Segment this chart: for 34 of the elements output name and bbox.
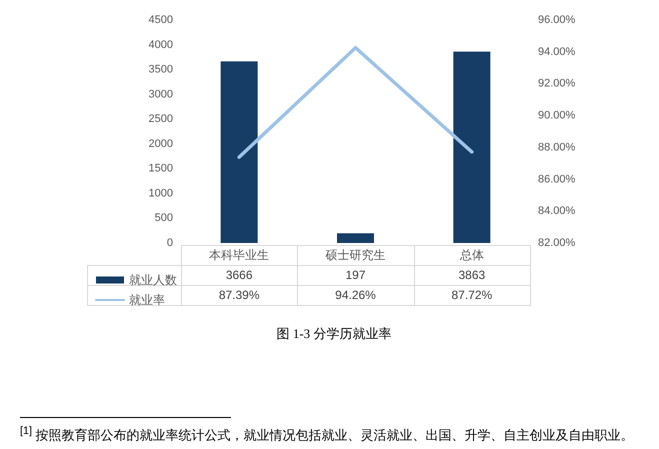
y-tick-label: 500 [154,212,173,224]
y2-tick-label: 94.00% [538,46,576,58]
text: 图 1-3 分学历就业率 [276,325,392,343]
x-tick-label: 本科毕业生 [209,248,270,262]
y2-tick-label: 82.00% [538,237,576,249]
y-tick-label: 1000 [148,187,173,200]
text: $^{[1]}$ 按照教育部公布的就业率统计公式，就业情况包括就业、灵活就业、出国、升学、自主创业及自由职业。 [20,425,634,444]
y-tick-label: 3500 [148,64,173,76]
data-label: 3863 [458,268,486,282]
data-label: 3666 [226,268,253,282]
y-tick-label: 1500 [148,162,173,175]
x-tick-label: 硕士研究生 [324,248,386,262]
data-label: 197 [345,268,366,282]
y2-tick-label: 88.00% [538,141,576,154]
bar [337,233,374,243]
y2-tick-label: 90.00% [538,110,576,122]
bar [453,52,490,243]
y-tick-label: 2500 [148,113,173,126]
legend-label: 就业率 [129,293,165,307]
legend-label: 就业人数 [129,273,177,287]
data-label: 87.39% [218,288,260,302]
data-label: 87.72% [451,288,493,302]
y-tick-label: 2000 [148,138,173,150]
x-tick-label: 总体 [458,248,484,262]
data-label: 94.26% [335,288,376,302]
y-tick-label: 4500 [148,14,173,26]
y-tick-label: 4000 [148,38,173,51]
y2-tick-label: 92.00% [538,78,576,90]
y2-tick-label: 86.00% [538,173,576,186]
y2-tick-label: 96.00% [538,14,576,26]
y-tick-label: 3000 [148,88,173,100]
y-tick-label: 0 [166,237,173,249]
y2-tick-label: 84.00% [538,205,576,218]
bar [220,61,258,243]
